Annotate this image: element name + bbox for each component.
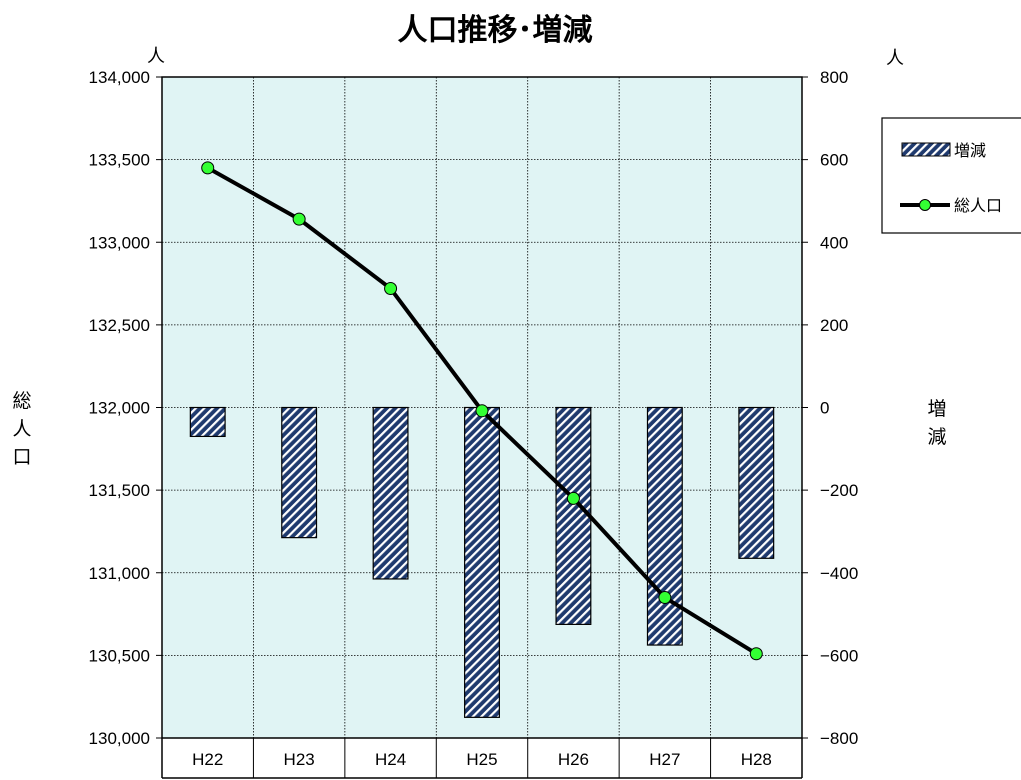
bar-series-change <box>189 406 775 718</box>
left-axis-ticks: 134,000 133,500 133,000 132,500 132,000 131,5… <box>89 68 162 748</box>
bar-H27 <box>646 406 683 646</box>
left-axis-label-char: 口 <box>12 446 31 468</box>
category-label: H25 <box>466 750 497 769</box>
left-tick-label: 132,500 <box>89 316 150 335</box>
right-axis-label-char: 減 <box>927 426 946 448</box>
right-tick-label: 0 <box>820 399 829 418</box>
bar-H24 <box>372 406 409 580</box>
category-label: H27 <box>649 750 680 769</box>
bar-H22 <box>189 406 226 438</box>
right-axis-unit: 人 <box>886 48 904 69</box>
point-H26 <box>566 491 580 505</box>
right-tick-label: 600 <box>820 151 848 170</box>
line-series-total-population <box>201 161 763 661</box>
left-tick-label: 131,500 <box>89 481 150 500</box>
left-tick-label: 134,000 <box>89 68 150 87</box>
category-label: H28 <box>741 750 772 769</box>
gridlines <box>162 77 802 738</box>
right-tick-label: −800 <box>820 729 858 748</box>
left-tick-label: 133,000 <box>89 233 150 252</box>
point-H22 <box>201 161 215 175</box>
right-tick-label: 400 <box>820 233 848 252</box>
left-axis-unit: 人 <box>147 46 165 67</box>
left-tick-label: 133,500 <box>89 151 150 170</box>
legend-swatch-change <box>901 142 951 157</box>
bar-H28 <box>738 406 775 559</box>
category-label: H24 <box>375 750 406 769</box>
point-H25 <box>475 404 489 418</box>
bar-H26 <box>555 406 592 625</box>
legend: 増減 総人口 <box>881 117 1021 234</box>
legend-box <box>881 117 1021 234</box>
legend-swatch-total-marker <box>919 199 931 211</box>
left-tick-label: 131,000 <box>89 564 150 583</box>
right-tick-label: 800 <box>820 68 848 87</box>
legend-label-change: 増減 <box>954 141 986 160</box>
point-H27 <box>658 591 672 605</box>
legend-label-total: 総人口 <box>954 196 1002 215</box>
chart-title: 人口推移･増減 <box>398 13 593 48</box>
left-tick-label: 130,500 <box>89 646 150 665</box>
right-axis-label-char: 増 <box>927 398 946 420</box>
left-tick-label: 130,000 <box>89 729 150 748</box>
point-H28 <box>749 647 763 661</box>
right-tick-label: 200 <box>820 316 848 335</box>
point-H23 <box>292 212 306 226</box>
right-tick-label: −600 <box>820 646 858 665</box>
bar-H25 <box>464 406 500 718</box>
left-axis-label: 総人口 <box>12 390 31 468</box>
right-axis-label: 増減 <box>927 398 946 448</box>
right-tick-label: −200 <box>820 481 858 500</box>
category-label: H23 <box>284 750 315 769</box>
category-label: H22 <box>192 750 223 769</box>
category-axis: H22 H23 H24 H25 H26 H27 H28 <box>161 738 803 779</box>
left-tick-label: 132,000 <box>89 399 150 418</box>
right-axis-ticks: 800 600 400 200 0 −200 −400 −600 −800 <box>802 68 858 748</box>
right-tick-label: −400 <box>820 564 858 583</box>
left-axis-label-char: 人 <box>12 418 31 440</box>
category-label: H26 <box>558 750 589 769</box>
left-axis-label-char: 総 <box>12 390 31 412</box>
bar-H23 <box>281 406 318 539</box>
point-H24 <box>384 282 398 296</box>
